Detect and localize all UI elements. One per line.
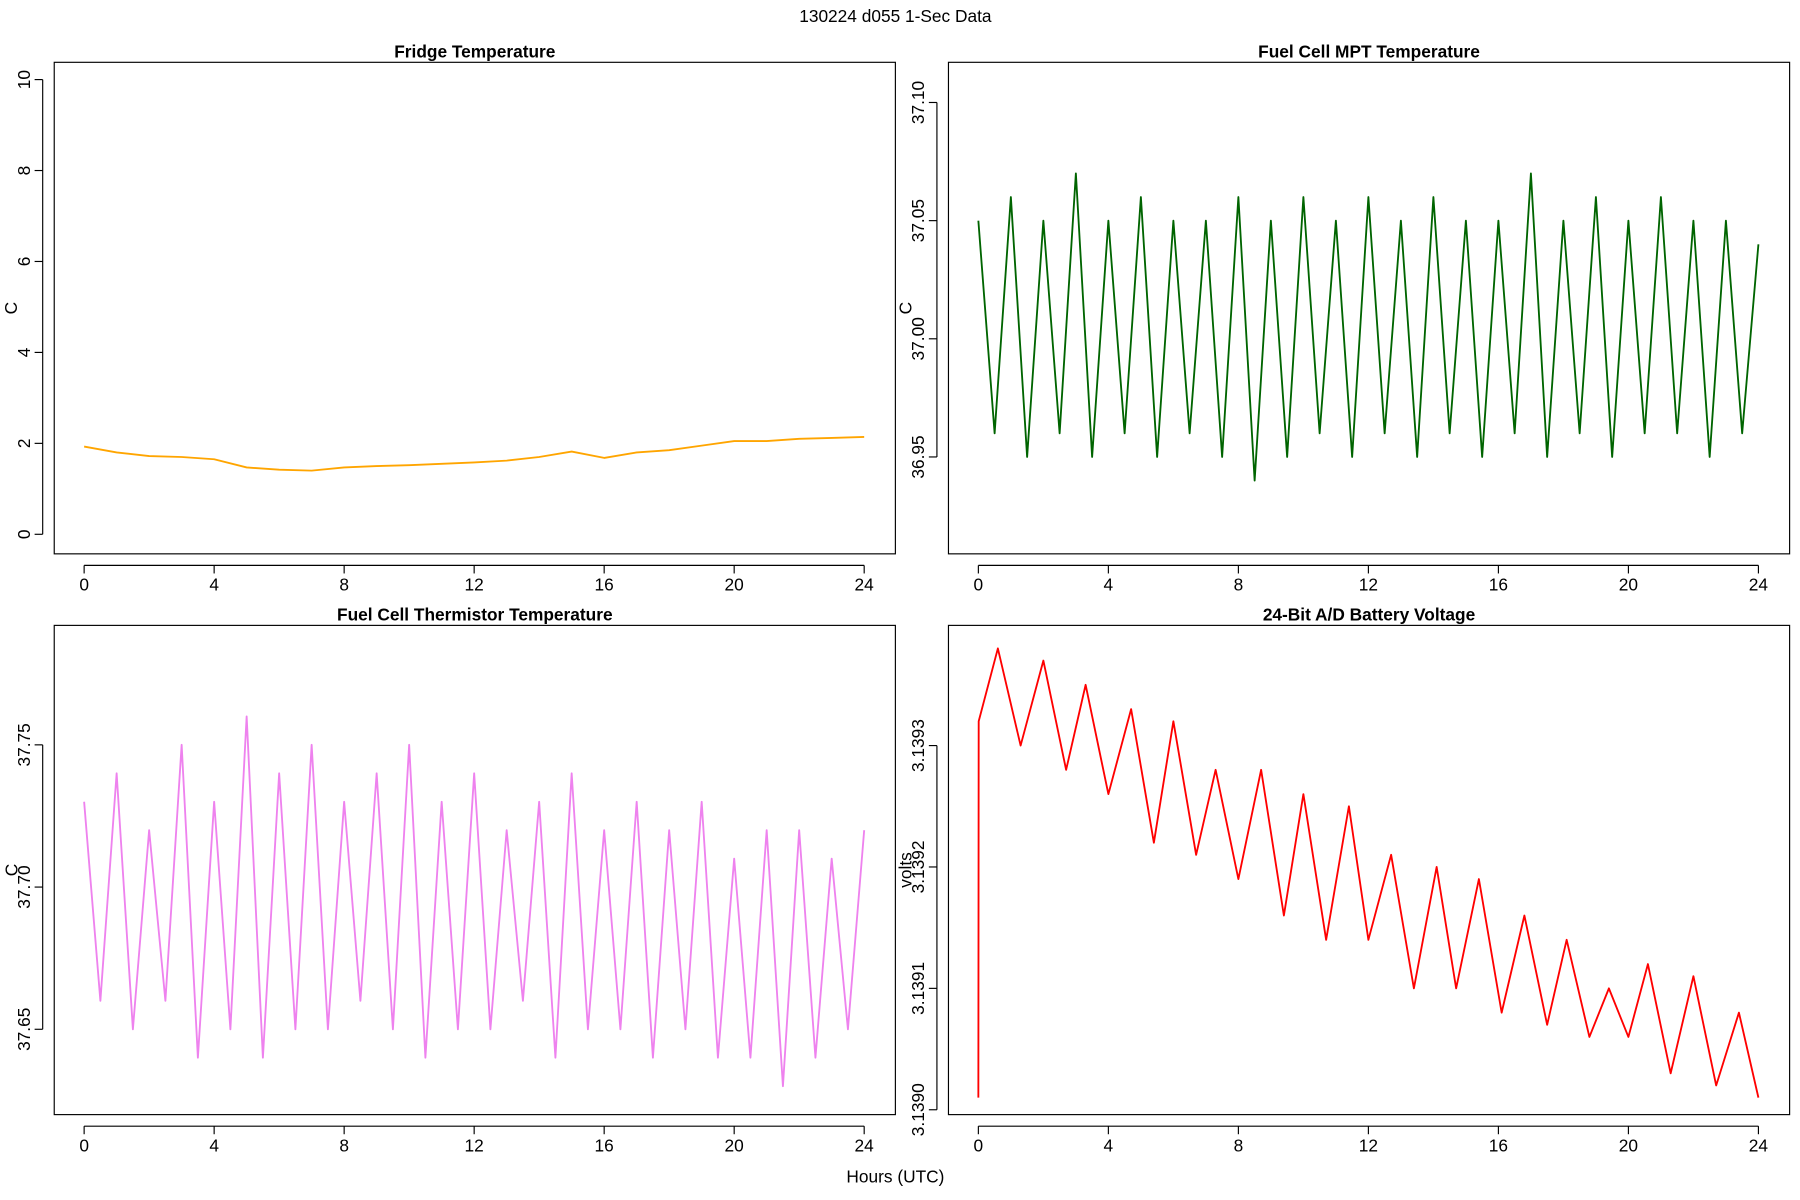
y-tick-label: 3.1390 xyxy=(908,1083,928,1136)
y-tick-label: 3.1393 xyxy=(908,719,928,772)
y-tick-label: 6 xyxy=(14,257,34,267)
x-tick-label: 12 xyxy=(1359,1135,1378,1155)
x-tick-label: 20 xyxy=(1619,575,1638,595)
x-tick-label: 4 xyxy=(1104,575,1114,595)
y-tick-label: 37.00 xyxy=(908,317,928,360)
y-tick-label: 3.1392 xyxy=(908,841,928,894)
x-tick-label: 12 xyxy=(1359,575,1378,595)
panel-title: 24-Bit A/D Battery Voltage xyxy=(1263,605,1476,625)
data-line xyxy=(83,436,865,472)
x-tick-label: 8 xyxy=(339,575,349,595)
panel-title: Fuel Cell MPT Temperature xyxy=(1258,42,1480,62)
plot-frame xyxy=(53,624,896,1116)
y-tick-label: 8 xyxy=(14,166,34,176)
y-tick-label: 37.05 xyxy=(908,199,928,242)
y-axis-label: C xyxy=(1,302,21,314)
x-tick-label: 16 xyxy=(595,575,614,595)
data-line xyxy=(977,647,1760,1098)
y-tick-label: 37.65 xyxy=(14,1008,34,1051)
plot-frame xyxy=(947,61,1791,555)
plot-frame xyxy=(947,624,1791,1116)
x-axis-label: Hours (UTC) xyxy=(846,1167,944,1187)
panel-title: Fridge Temperature xyxy=(394,42,556,62)
y-axis-label: C xyxy=(895,302,915,314)
y-tick-label: 4 xyxy=(14,347,34,357)
x-tick-label: 8 xyxy=(1234,1135,1244,1155)
y-tick-label: 36.95 xyxy=(908,435,928,478)
x-tick-label: 0 xyxy=(79,575,89,595)
x-tick-label: 0 xyxy=(974,575,984,595)
x-tick-label: 24 xyxy=(855,575,875,595)
x-tick-label: 8 xyxy=(339,1135,349,1155)
y-tick-label: 37.10 xyxy=(908,81,928,124)
x-tick-label: 4 xyxy=(209,575,219,595)
x-tick-label: 24 xyxy=(1749,575,1769,595)
y-axis-label: volts xyxy=(895,852,915,888)
figure-title: 130224 d055 1-Sec Data xyxy=(799,6,992,26)
y-tick-label: 3.1391 xyxy=(908,962,928,1015)
y-tick-label: 37.70 xyxy=(14,865,34,908)
data-line xyxy=(977,172,1760,482)
y-tick-label: 2 xyxy=(14,439,34,449)
y-axis-label: C xyxy=(1,864,21,877)
panel-title: Fuel Cell Thermistor Temperature xyxy=(337,605,613,625)
y-tick-label: 10 xyxy=(14,70,34,89)
y-tick-label: 0 xyxy=(14,529,34,539)
x-tick-label: 24 xyxy=(1749,1135,1769,1155)
x-tick-label: 20 xyxy=(725,1135,744,1155)
x-tick-label: 4 xyxy=(1104,1135,1114,1155)
x-tick-label: 20 xyxy=(725,575,744,595)
x-tick-label: 20 xyxy=(1619,1135,1638,1155)
x-tick-label: 0 xyxy=(79,1135,89,1155)
data-line xyxy=(83,715,866,1088)
x-tick-label: 4 xyxy=(209,1135,219,1155)
x-tick-label: 16 xyxy=(1489,1135,1508,1155)
x-tick-label: 12 xyxy=(465,1135,484,1155)
x-tick-label: 0 xyxy=(974,1135,984,1155)
plot-frame xyxy=(53,61,896,555)
x-tick-label: 16 xyxy=(1489,575,1508,595)
y-tick-label: 37.75 xyxy=(14,723,34,766)
x-tick-label: 24 xyxy=(855,1135,875,1155)
x-tick-label: 12 xyxy=(465,575,484,595)
x-tick-label: 8 xyxy=(1234,575,1244,595)
x-tick-label: 16 xyxy=(595,1135,614,1155)
